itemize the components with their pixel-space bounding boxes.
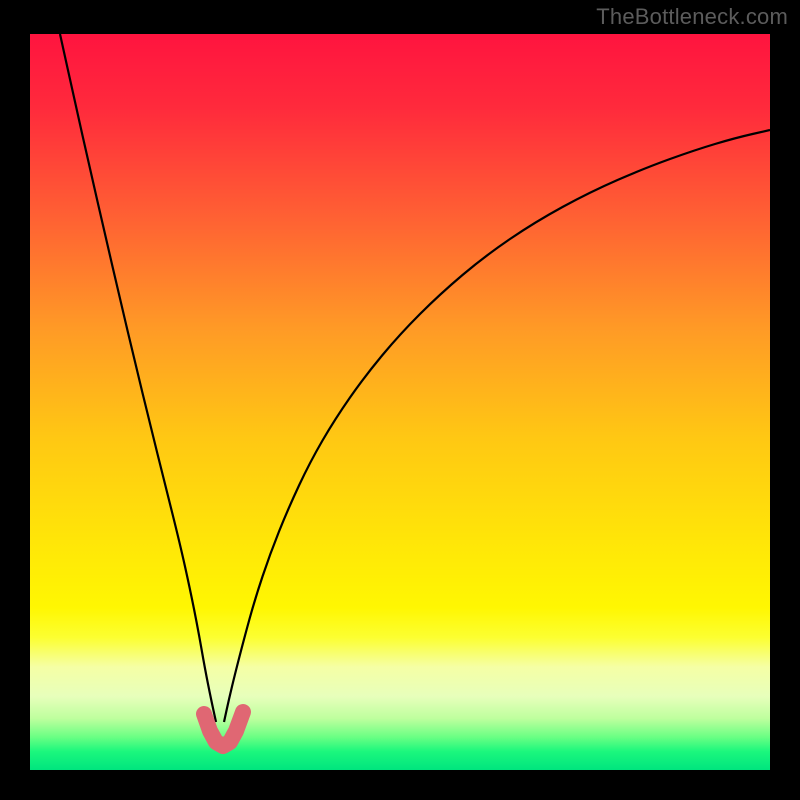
bottleneck-chart: [30, 34, 770, 770]
plot-area: [30, 34, 770, 770]
chart-frame: TheBottleneck.com: [0, 0, 800, 800]
watermark-text: TheBottleneck.com: [596, 4, 788, 30]
gradient-background: [30, 34, 770, 770]
